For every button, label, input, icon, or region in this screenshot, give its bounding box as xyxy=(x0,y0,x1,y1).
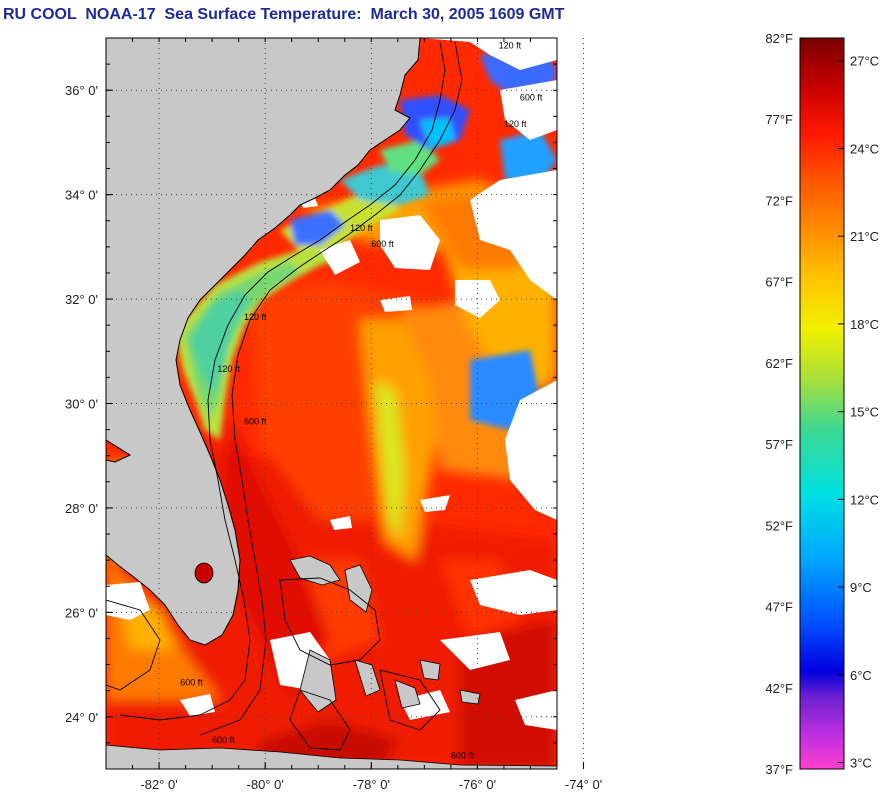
colorbar-c-label: 6°C xyxy=(850,668,872,683)
colorbar-c-label: 27°C xyxy=(850,54,879,69)
contour-label: 120 ft xyxy=(350,223,373,233)
lat-tick-label: 34° 0' xyxy=(65,188,98,203)
lat-tick-label: 28° 0' xyxy=(65,501,98,516)
contour-label: 600 ft xyxy=(520,93,543,103)
contour-labels: 120 ft 600 ft 120 ft 120 ft 600 ft 120 ft 120 … xyxy=(180,40,543,760)
colorbar-c-label: 3°C xyxy=(850,756,872,771)
colorbar-f-label: 37°F xyxy=(765,762,793,777)
contour-label: 120 ft xyxy=(504,119,527,129)
colorbar-f-label: 42°F xyxy=(765,681,793,696)
colorbar-f-label: 62°F xyxy=(765,356,793,371)
lat-tick-label: 32° 0' xyxy=(65,292,98,307)
lat-tick-label: 30° 0' xyxy=(65,397,98,412)
contour-label: 120 ft xyxy=(244,312,267,322)
colorbar xyxy=(799,37,845,770)
graticule xyxy=(106,38,585,769)
shelf-water xyxy=(175,45,557,440)
colorbar-f-label: 52°F xyxy=(765,518,793,533)
cloud-mask xyxy=(106,38,557,730)
colorbar-celsius-labels: 27°C 24°C 21°C 18°C 15°C 12°C 9°C 6°C 3°C xyxy=(838,54,879,771)
bahamas-islands xyxy=(289,555,481,713)
latitude-axis: 36° 0' 34° 0' 32° 0' 30° 0' 28° 0' 26° 0' 24° … xyxy=(65,37,557,770)
contour-label: 600 ft xyxy=(371,239,394,249)
colorbar-f-label: 72°F xyxy=(765,193,793,208)
colorbar-c-label: 21°C xyxy=(850,229,879,244)
sst-map: 120 ft 600 ft 120 ft 120 ft 600 ft 120 ft 120 … xyxy=(106,38,557,769)
lon-tick-label: -80° 0' xyxy=(247,777,284,792)
contour-label: 120 ft xyxy=(217,364,240,374)
colorbar-c-label: 12°C xyxy=(850,492,879,507)
lon-tick-label: -76° 0' xyxy=(459,777,496,792)
cuba-coast xyxy=(106,744,557,769)
colorbar-f-label: 47°F xyxy=(765,600,793,615)
colorbar-f-label: 77°F xyxy=(765,112,793,127)
land-mass xyxy=(106,38,421,646)
colorbar-f-label: 67°F xyxy=(765,275,793,290)
lake-okeechobee xyxy=(194,562,214,584)
lon-tick-label: -78° 0' xyxy=(353,777,390,792)
lat-tick-label: 26° 0' xyxy=(65,605,98,620)
contour-label: 600 ft xyxy=(212,735,235,745)
colorbar-c-label: 24°C xyxy=(850,141,879,156)
longitude-axis: -82° 0' -80° 0' -78° 0' -76° 0' -74° 0' xyxy=(105,38,602,792)
colorbar-fahrenheit-labels: 82°F 77°F 72°F 67°F 62°F 57°F 52°F 47°F 42°F 37°F xyxy=(765,31,793,777)
colorbar-c-label: 15°C xyxy=(850,405,879,420)
lat-tick-label: 24° 0' xyxy=(65,710,98,725)
colorbar-c-label: 18°C xyxy=(850,317,879,332)
lat-tick-label: 36° 0' xyxy=(65,83,98,98)
contour-label: 600 ft xyxy=(451,751,474,761)
colorbar-f-label: 57°F xyxy=(765,437,793,452)
colorbar-c-label: 9°C xyxy=(850,580,872,595)
colorbar-f-label: 82°F xyxy=(765,31,793,46)
contour-label: 600 ft xyxy=(244,416,267,426)
contour-label: 600 ft xyxy=(180,677,203,687)
lon-tick-label: -82° 0' xyxy=(140,777,177,792)
map-title: RU COOL NOAA-17 Sea Surface Temperature:… xyxy=(3,6,565,23)
contour-label: 120 ft xyxy=(499,40,522,50)
depth-contours xyxy=(106,41,463,751)
lon-tick-label: -74° 0' xyxy=(565,777,602,792)
